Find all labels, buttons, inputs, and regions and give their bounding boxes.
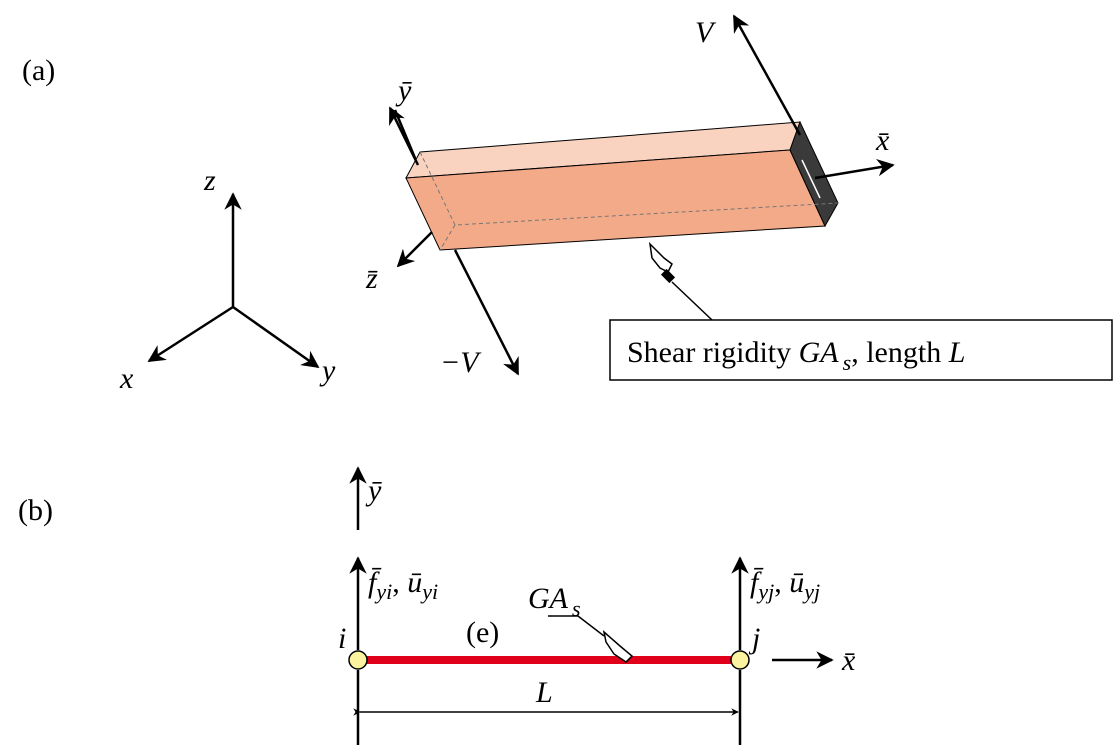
- force-negative-label: −V: [440, 346, 482, 379]
- element-label-text: (e): [466, 616, 499, 649]
- local-x-label: x̄: [875, 124, 890, 157]
- leader: [672, 282, 712, 320]
- node-i-label: i: [338, 622, 346, 655]
- force-subscript: yj: [756, 579, 774, 604]
- z-label: z: [203, 164, 216, 197]
- pointer-hand: [650, 244, 672, 272]
- rigidity-symbol: GA: [528, 582, 569, 615]
- callout-symbol: GA: [799, 336, 840, 369]
- global-axes: z x y: [119, 164, 336, 395]
- local-z-label: z̄: [365, 262, 378, 295]
- local-y-label: ȳ: [395, 74, 412, 107]
- force-positive: [734, 16, 800, 135]
- y-label: y: [319, 354, 336, 387]
- separator: ,: [392, 566, 407, 599]
- callout-length: L: [948, 336, 966, 369]
- panel-label: (b): [18, 494, 53, 527]
- callout-subscript: s: [843, 350, 852, 375]
- separator: ,: [774, 566, 789, 599]
- x-label: x: [119, 362, 134, 395]
- force-subscript: yi: [374, 579, 392, 604]
- y-axis: [233, 307, 318, 367]
- disp-subscript: yi: [420, 579, 438, 604]
- pointer-cuff: [661, 269, 675, 283]
- disp-subscript: yj: [802, 579, 820, 604]
- node-i: [349, 651, 367, 669]
- element-label: (e): [466, 616, 499, 649]
- node-j-label: j: [748, 622, 760, 655]
- force-positive-label: V: [695, 16, 717, 49]
- y-axis-label: ȳ: [365, 474, 382, 507]
- panel-label: (a): [22, 54, 55, 87]
- diagram: (a) z x y ȳ z̄ x̄ V −V Shear rigidity GA…: [0, 0, 1114, 748]
- local-x-axis: [815, 165, 893, 178]
- node-j: [731, 651, 749, 669]
- local-z-axis: [398, 232, 432, 266]
- node-i-dof: f̄yi, ūyi: [368, 566, 438, 604]
- x-axis-label: x̄: [841, 644, 856, 677]
- length-label: L: [535, 676, 553, 709]
- node-j-dof: f̄yj, ūyj: [750, 566, 820, 604]
- callout-prefix: Shear rigidity: [627, 336, 799, 369]
- disp-symbol: ū: [789, 566, 804, 599]
- callout-middle: , length: [851, 336, 949, 369]
- x-axis: [149, 307, 233, 361]
- local-y-axis: [390, 108, 418, 165]
- disp-symbol: ū: [407, 566, 422, 599]
